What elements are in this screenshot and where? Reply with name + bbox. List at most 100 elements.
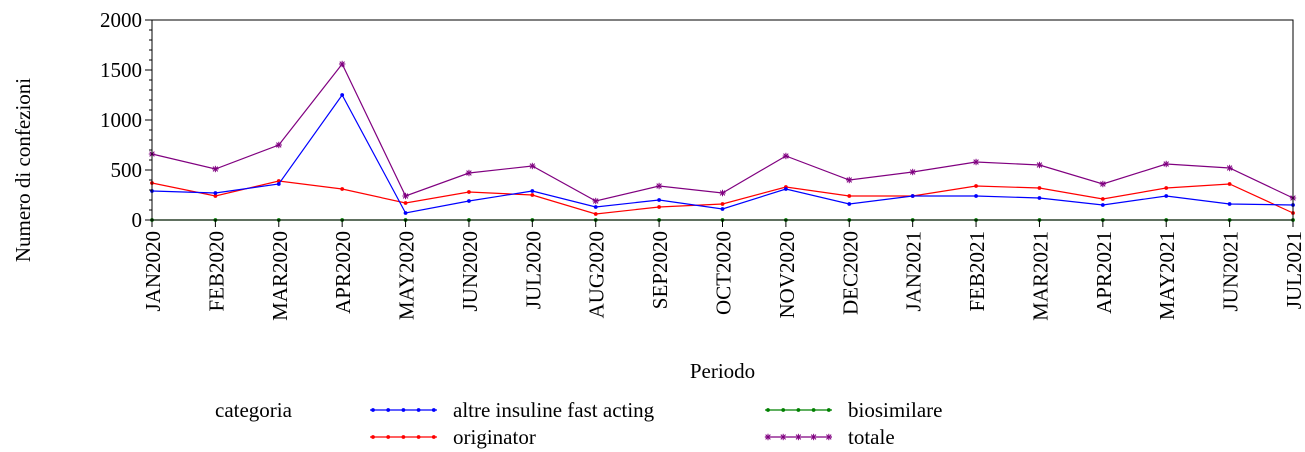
x-tick-label: AUG2020 xyxy=(585,231,609,319)
data-point-totale xyxy=(592,197,599,205)
x-tick-label: JUL2020 xyxy=(521,231,545,309)
data-point-altre-insuline-fast-acting xyxy=(910,194,915,198)
data-point-altre-insuline-fast-acting xyxy=(530,189,535,193)
data-point-altre-insuline-fast-acting xyxy=(783,187,788,191)
data-point-originator xyxy=(530,193,535,197)
plot-area xyxy=(148,60,1297,222)
legend-marker xyxy=(826,408,831,412)
data-point-altre-insuline-fast-acting xyxy=(340,93,345,97)
legend-item-biosimilare: biosimilare xyxy=(765,398,942,422)
legend-title: categoria xyxy=(215,398,293,422)
legend-item-originator: originator xyxy=(370,425,536,449)
legend-marker xyxy=(780,433,787,441)
legend-marker xyxy=(401,408,406,412)
data-point-altre-insuline-fast-acting xyxy=(213,191,218,195)
legend-label-altre-insuline-fast-acting: altre insuline fast acting xyxy=(453,398,655,422)
data-point-altre-insuline-fast-acting xyxy=(593,205,598,209)
data-point-totale xyxy=(338,60,346,68)
data-point-totale xyxy=(465,169,473,177)
x-tick-label: MAY2020 xyxy=(395,231,419,320)
legend-marker xyxy=(431,408,436,412)
y-tick-label: 2000 xyxy=(100,8,142,32)
x-tick-label: NOV2020 xyxy=(775,231,799,319)
x-tick-label: OCT2020 xyxy=(712,231,736,315)
data-point-totale xyxy=(846,176,853,184)
x-tick-label: JAN2021 xyxy=(902,231,926,312)
legend-marker xyxy=(416,435,421,439)
legend-marker xyxy=(796,408,801,412)
data-point-altre-insuline-fast-acting xyxy=(847,202,852,206)
x-tick-label: SEP2020 xyxy=(648,231,672,309)
data-point-originator xyxy=(847,194,852,198)
data-point-totale xyxy=(1099,180,1107,188)
y-axis-title: Numero di confezioni xyxy=(11,78,35,262)
data-point-totale xyxy=(972,158,980,166)
x-tick-label: MAY2021 xyxy=(1155,231,1179,320)
data-point-totale xyxy=(909,168,916,176)
data-point-altre-insuline-fast-acting xyxy=(974,194,978,198)
y-tick-label: 1500 xyxy=(100,58,142,82)
x-tick-label: JUN2020 xyxy=(458,231,482,312)
x-tick-label: JAN2020 xyxy=(141,231,165,312)
data-point-altre-insuline-fast-acting xyxy=(1100,203,1105,207)
data-point-originator xyxy=(1037,186,1042,190)
legend-marker xyxy=(811,408,816,412)
data-point-totale xyxy=(212,165,219,173)
x-tick-label: MAR2021 xyxy=(1028,231,1052,321)
x-tick-label: FEB2021 xyxy=(965,231,989,312)
data-point-totale xyxy=(782,152,790,160)
data-point-totale xyxy=(275,141,282,149)
data-point-originator xyxy=(1164,186,1169,190)
x-tick-label: APR2021 xyxy=(1092,231,1116,314)
series-altre-insuline-fast-acting xyxy=(150,93,1295,215)
data-point-originator xyxy=(974,184,978,188)
x-tick-label: FEB2020 xyxy=(204,231,228,312)
data-point-originator xyxy=(657,205,662,209)
data-point-altre-insuline-fast-acting xyxy=(403,211,408,215)
legend-label-originator: originator xyxy=(453,425,536,449)
series-totale xyxy=(148,60,1297,205)
axes: 0 500 1000 1500 2000 JAN2020 FEB2020 MAR2020 APR… xyxy=(100,8,1305,321)
x-tick-label: JUN2021 xyxy=(1219,231,1243,312)
data-point-totale xyxy=(1036,161,1043,169)
legend-label-biosimilare: biosimilare xyxy=(848,398,942,422)
data-point-totale xyxy=(719,189,726,197)
data-point-originator xyxy=(720,202,725,206)
legend-marker xyxy=(764,433,772,441)
data-point-originator xyxy=(340,187,345,191)
legend-marker xyxy=(795,433,802,441)
data-point-totale xyxy=(1226,164,1233,172)
y-tick-label: 0 xyxy=(132,208,143,232)
legend-marker xyxy=(416,408,421,412)
data-point-originator xyxy=(213,194,218,198)
legend-marker xyxy=(431,435,436,439)
x-tick-label: JUL2021 xyxy=(1282,231,1305,309)
data-point-originator xyxy=(1227,182,1232,186)
legend-marker xyxy=(371,435,375,439)
data-point-originator xyxy=(593,212,598,216)
legend-marker xyxy=(371,408,375,412)
data-point-originator xyxy=(467,190,471,194)
data-point-totale xyxy=(529,162,536,170)
data-point-altre-insuline-fast-acting xyxy=(720,207,725,211)
legend-marker xyxy=(401,435,406,439)
y-tick-label: 1000 xyxy=(100,108,142,132)
legend-marker xyxy=(386,435,391,439)
data-point-altre-insuline-fast-acting xyxy=(467,199,471,203)
x-axis-title: Periodo xyxy=(690,359,755,383)
y-tick-label: 500 xyxy=(111,158,143,182)
data-point-altre-insuline-fast-acting xyxy=(1227,202,1232,206)
legend-item-altre-insuline-fast-acting: altre insuline fast acting xyxy=(370,398,655,422)
x-tick-label: APR2020 xyxy=(331,231,355,314)
legend-item-totale: totale xyxy=(764,425,895,449)
data-point-originator xyxy=(1100,197,1105,201)
series-line-totale xyxy=(151,62,1294,202)
legend-marker xyxy=(810,433,817,441)
data-point-totale xyxy=(402,192,409,200)
data-point-originator xyxy=(403,201,408,205)
legend-marker xyxy=(766,408,770,412)
data-point-altre-insuline-fast-acting xyxy=(1037,196,1042,200)
legend-marker xyxy=(386,408,391,412)
data-point-altre-insuline-fast-acting xyxy=(1164,194,1169,198)
